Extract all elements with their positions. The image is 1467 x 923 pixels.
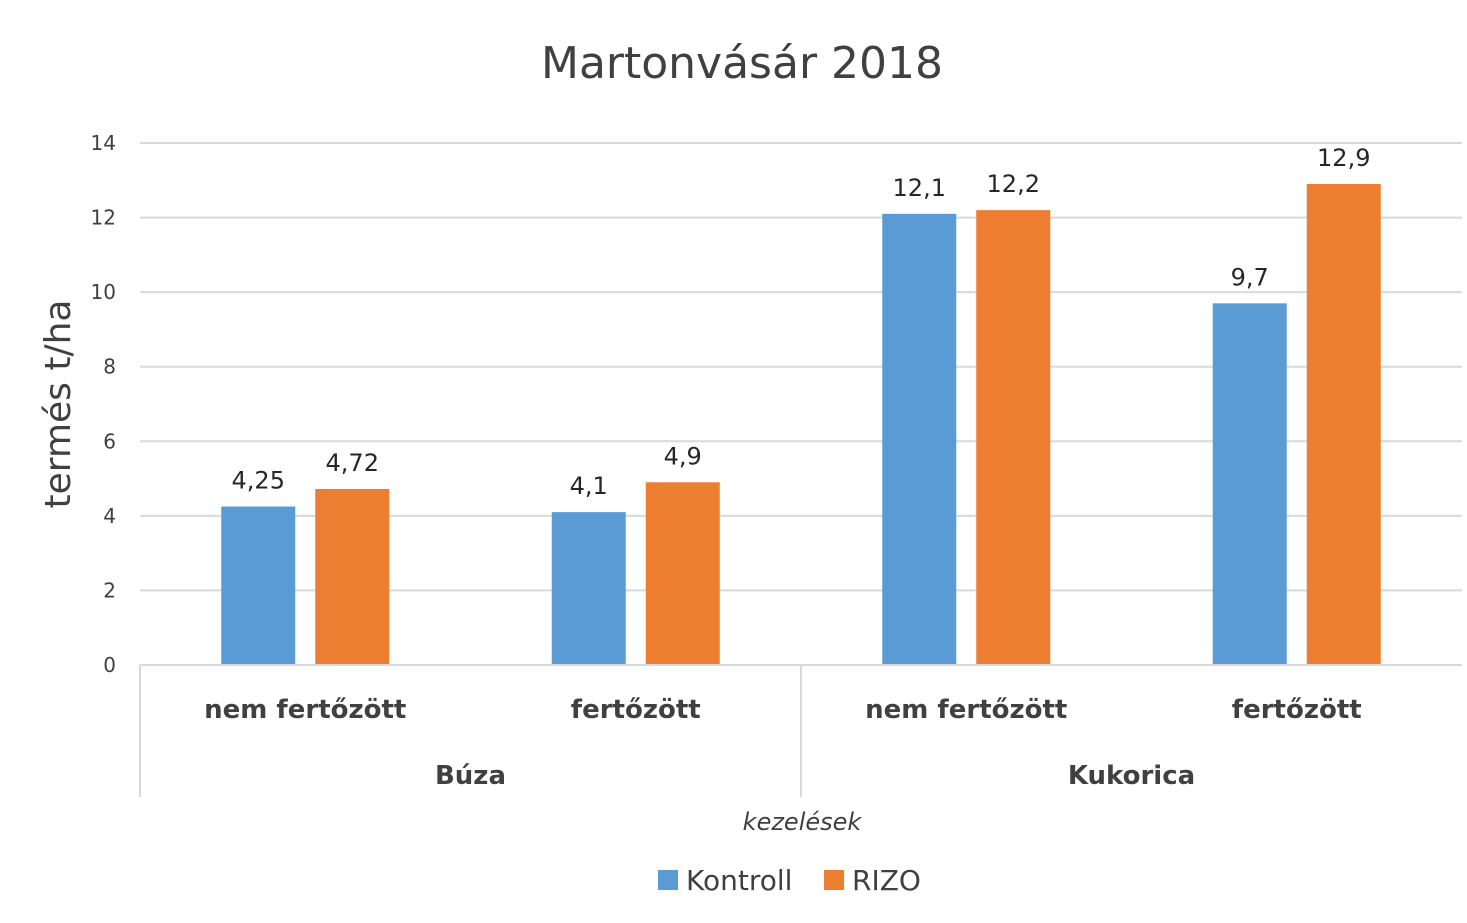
- legend-swatch-kontroll: [658, 870, 678, 890]
- data-label: 4,72: [326, 449, 379, 477]
- data-label: 4,1: [570, 472, 608, 500]
- bar-rizo-3: [1306, 184, 1381, 665]
- x-tick-label: fertőzött: [571, 695, 701, 725]
- y-axis-label: termés t/ha: [38, 300, 79, 509]
- group-label: Búza: [435, 761, 506, 791]
- data-label: 12,2: [987, 170, 1040, 198]
- x-tick-label: nem fertőzött: [865, 695, 1067, 725]
- y-tick-label: 12: [91, 206, 116, 230]
- y-tick-label: 10: [91, 280, 116, 304]
- bar-kontroll-3: [1212, 303, 1287, 665]
- y-tick-label: 2: [103, 578, 116, 602]
- data-label: 9,7: [1231, 263, 1269, 291]
- data-label: 4,25: [232, 467, 285, 495]
- legend-label: RIZO: [852, 864, 921, 897]
- data-label: 12,9: [1317, 144, 1370, 172]
- bar-kontroll-1: [551, 512, 626, 665]
- y-tick-label: 4: [103, 504, 116, 528]
- y-tick-label: 6: [103, 429, 116, 453]
- x-axis: nem fertőzött fertőzött Búza nem fertőzött f…: [139, 664, 1462, 797]
- legend: Kontroll RIZO: [658, 864, 921, 897]
- x-tick-label: nem fertőzött: [204, 695, 406, 725]
- group-label: Kukorica: [1068, 761, 1195, 791]
- data-label: 4,9: [664, 442, 702, 470]
- bar-rizo-0: [315, 489, 390, 665]
- bars: [221, 184, 1381, 666]
- data-labels: 4,25 4,72 4,1 4,9 12,1 12,2 9,7 12,9: [232, 144, 1371, 500]
- chart-title: Martonvásár 2018: [541, 38, 943, 89]
- bar-kontroll-2: [882, 213, 957, 666]
- legend-label: Kontroll: [686, 864, 792, 897]
- y-tick-label: 8: [103, 355, 116, 379]
- data-label: 12,1: [893, 174, 946, 202]
- bar-rizo-1: [645, 482, 720, 665]
- bar-kontroll-0: [221, 506, 296, 665]
- bar-rizo-2: [976, 210, 1051, 665]
- x-tick-label: fertőzött: [1232, 695, 1362, 725]
- legend-swatch-rizo: [824, 870, 844, 890]
- x-axis-label: kezelések: [743, 808, 863, 836]
- y-tick-label: 0: [103, 653, 116, 677]
- y-tick-label: 14: [91, 131, 116, 155]
